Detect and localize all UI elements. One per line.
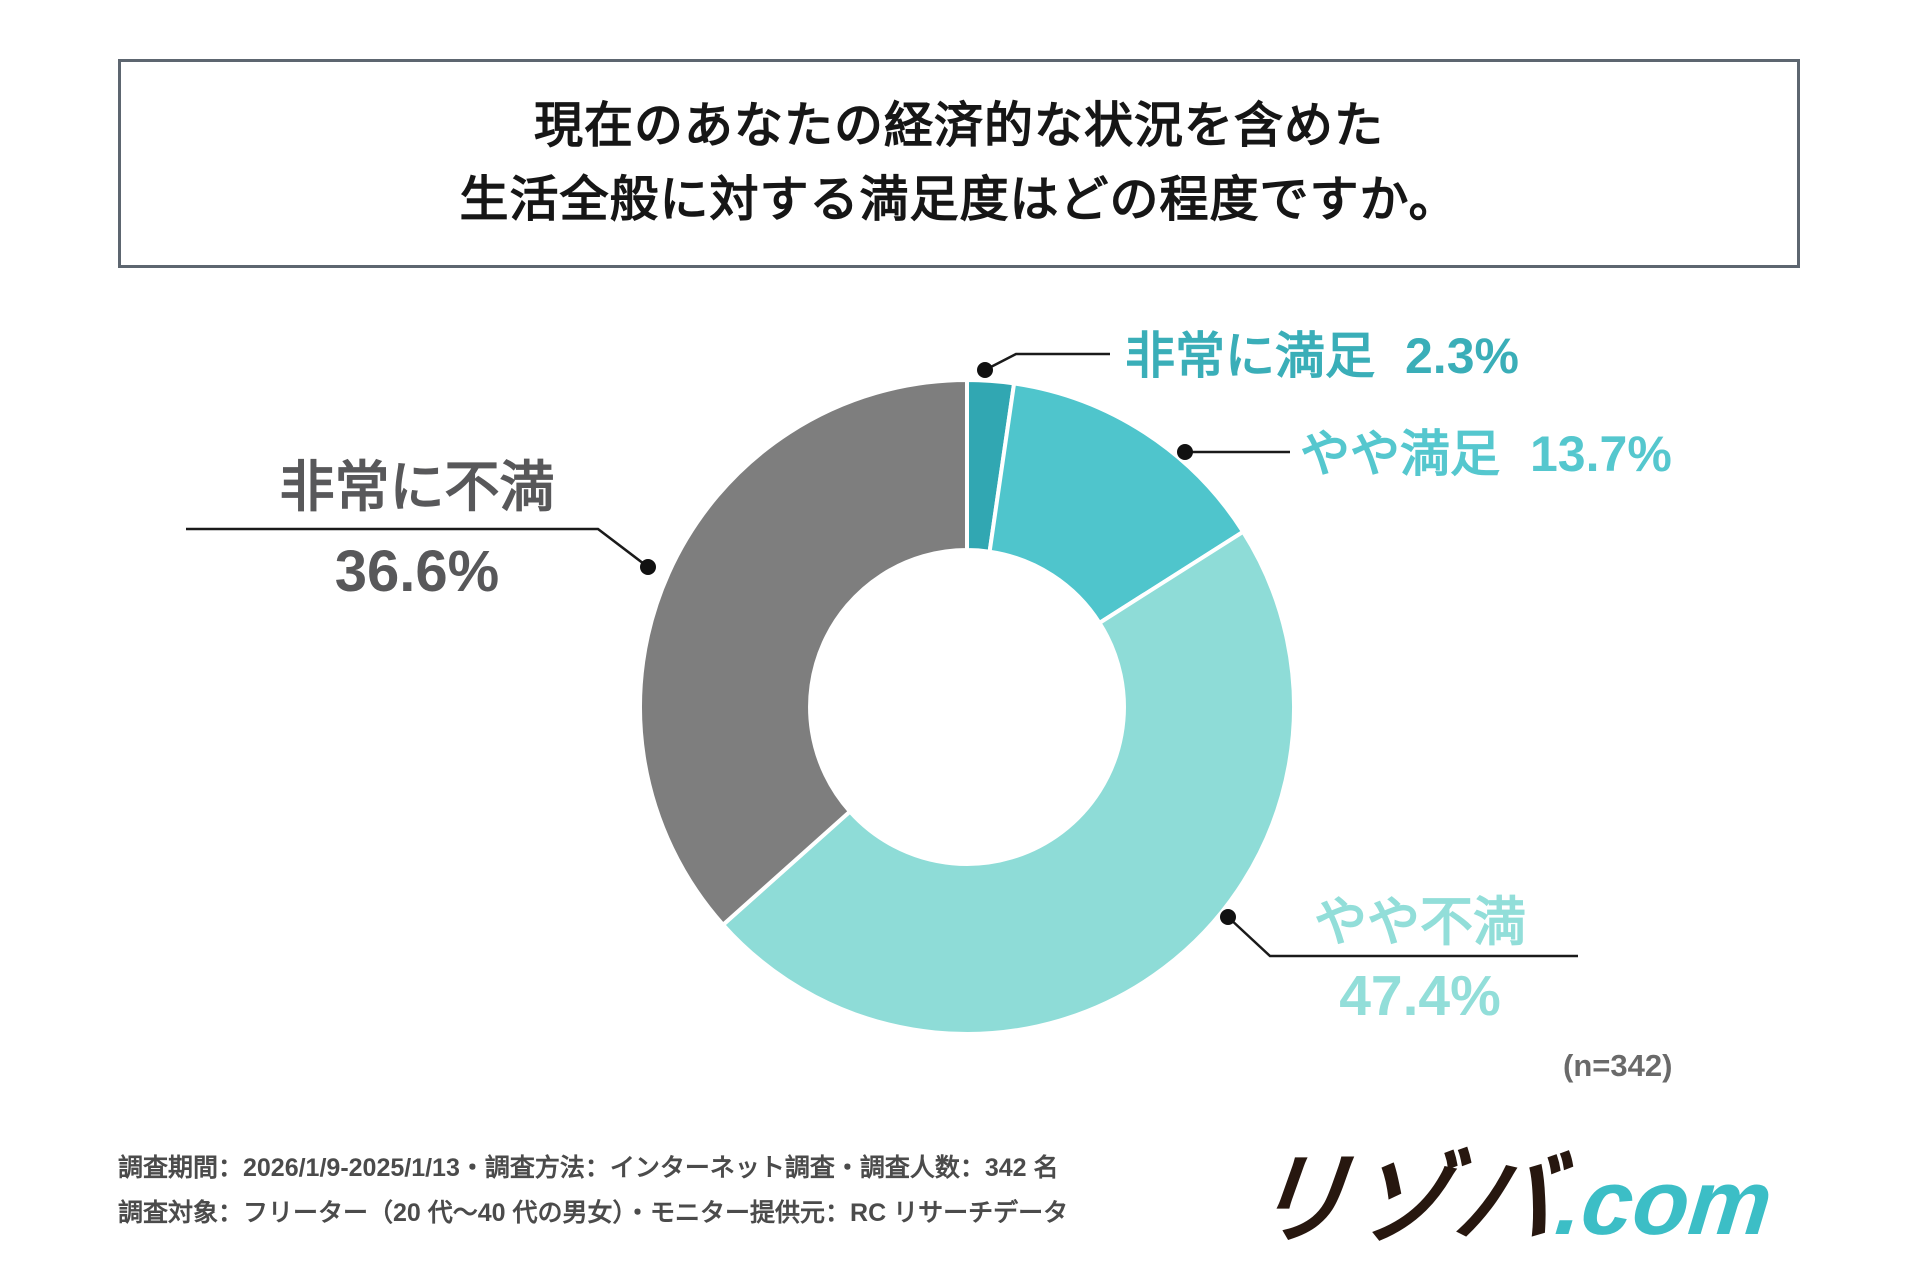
logo-suffix: .com: [1551, 1152, 1777, 1254]
rizoba-com-logo: リゾバ.com: [1244, 1118, 1780, 1263]
leader-somewhat-satisfied: [1177, 444, 1290, 460]
donut-slice-very-dissatisfied: [638, 377, 969, 928]
label-somewhat-satisfied: やや満足 13.7%: [1300, 414, 1672, 486]
leader-very-satisfied: [977, 352, 1110, 378]
donut-slice-somewhat-dissatisfied: [720, 529, 1296, 1036]
label-very-satisfied: 非常に満足 2.3%: [1125, 316, 1519, 388]
title-line-2: 生活全般に対する満足度はどの程度ですか。: [459, 172, 1459, 227]
label-very-dissatisfied-pct: 36.6%: [334, 539, 500, 604]
label-somewhat-satisfied-text: やや満足: [1300, 426, 1500, 482]
leader-line-very-satisfied: [984, 352, 1110, 372]
leader-dot-very-satisfied: [977, 362, 993, 378]
survey-footnote-line-1: 調査期間：2026/1/9-2025/1/13・調査方法：インターネット調査・調…: [118, 1154, 1059, 1182]
label-somewhat-satisfied-pct: 13.7%: [1530, 426, 1672, 482]
leader-line-somewhat-dissatisfied: [1227, 916, 1578, 958]
survey-footnote: 調査期間：2026/1/9-2025/1/13・調査方法：インターネット調査・調…: [118, 1146, 1068, 1236]
leader-line-very-dissatisfied: [186, 527, 649, 568]
leader-somewhat-dissatisfied: [1220, 909, 1578, 958]
survey-footnote-line-2: 調査対象：フリーター（20 代〜40 代の男女）・モニター提供元：RC リサーチ…: [118, 1199, 1069, 1227]
leader-very-dissatisfied: [186, 527, 656, 575]
leader-dot-somewhat-satisfied: [1177, 444, 1193, 460]
leader-dot-somewhat-dissatisfied: [1220, 909, 1236, 925]
title-line-1: 現在のあなたの経済的な状況を含めた: [533, 99, 1384, 153]
donut-slice-somewhat-satisfied: [987, 381, 1246, 626]
label-very-satisfied-text: 非常に満足: [1125, 328, 1375, 384]
title-box: 現在のあなたの経済的な状況を含めた 生活全般に対する満足度はどの程度ですか。: [118, 59, 1800, 268]
sample-size-note: (n=342): [1563, 1048, 1673, 1083]
donut-slices: [638, 377, 1296, 1036]
leader-dot-very-dissatisfied: [640, 559, 656, 575]
logo-name: リゾバ: [1245, 1144, 1563, 1256]
label-very-satisfied-pct: 2.3%: [1405, 328, 1519, 384]
label-somewhat-dissatisfied-pct: 47.4%: [1339, 964, 1501, 1028]
label-somewhat-dissatisfied-text: やや不満: [1314, 893, 1526, 952]
label-very-dissatisfied-text: 非常に不満: [279, 456, 555, 518]
